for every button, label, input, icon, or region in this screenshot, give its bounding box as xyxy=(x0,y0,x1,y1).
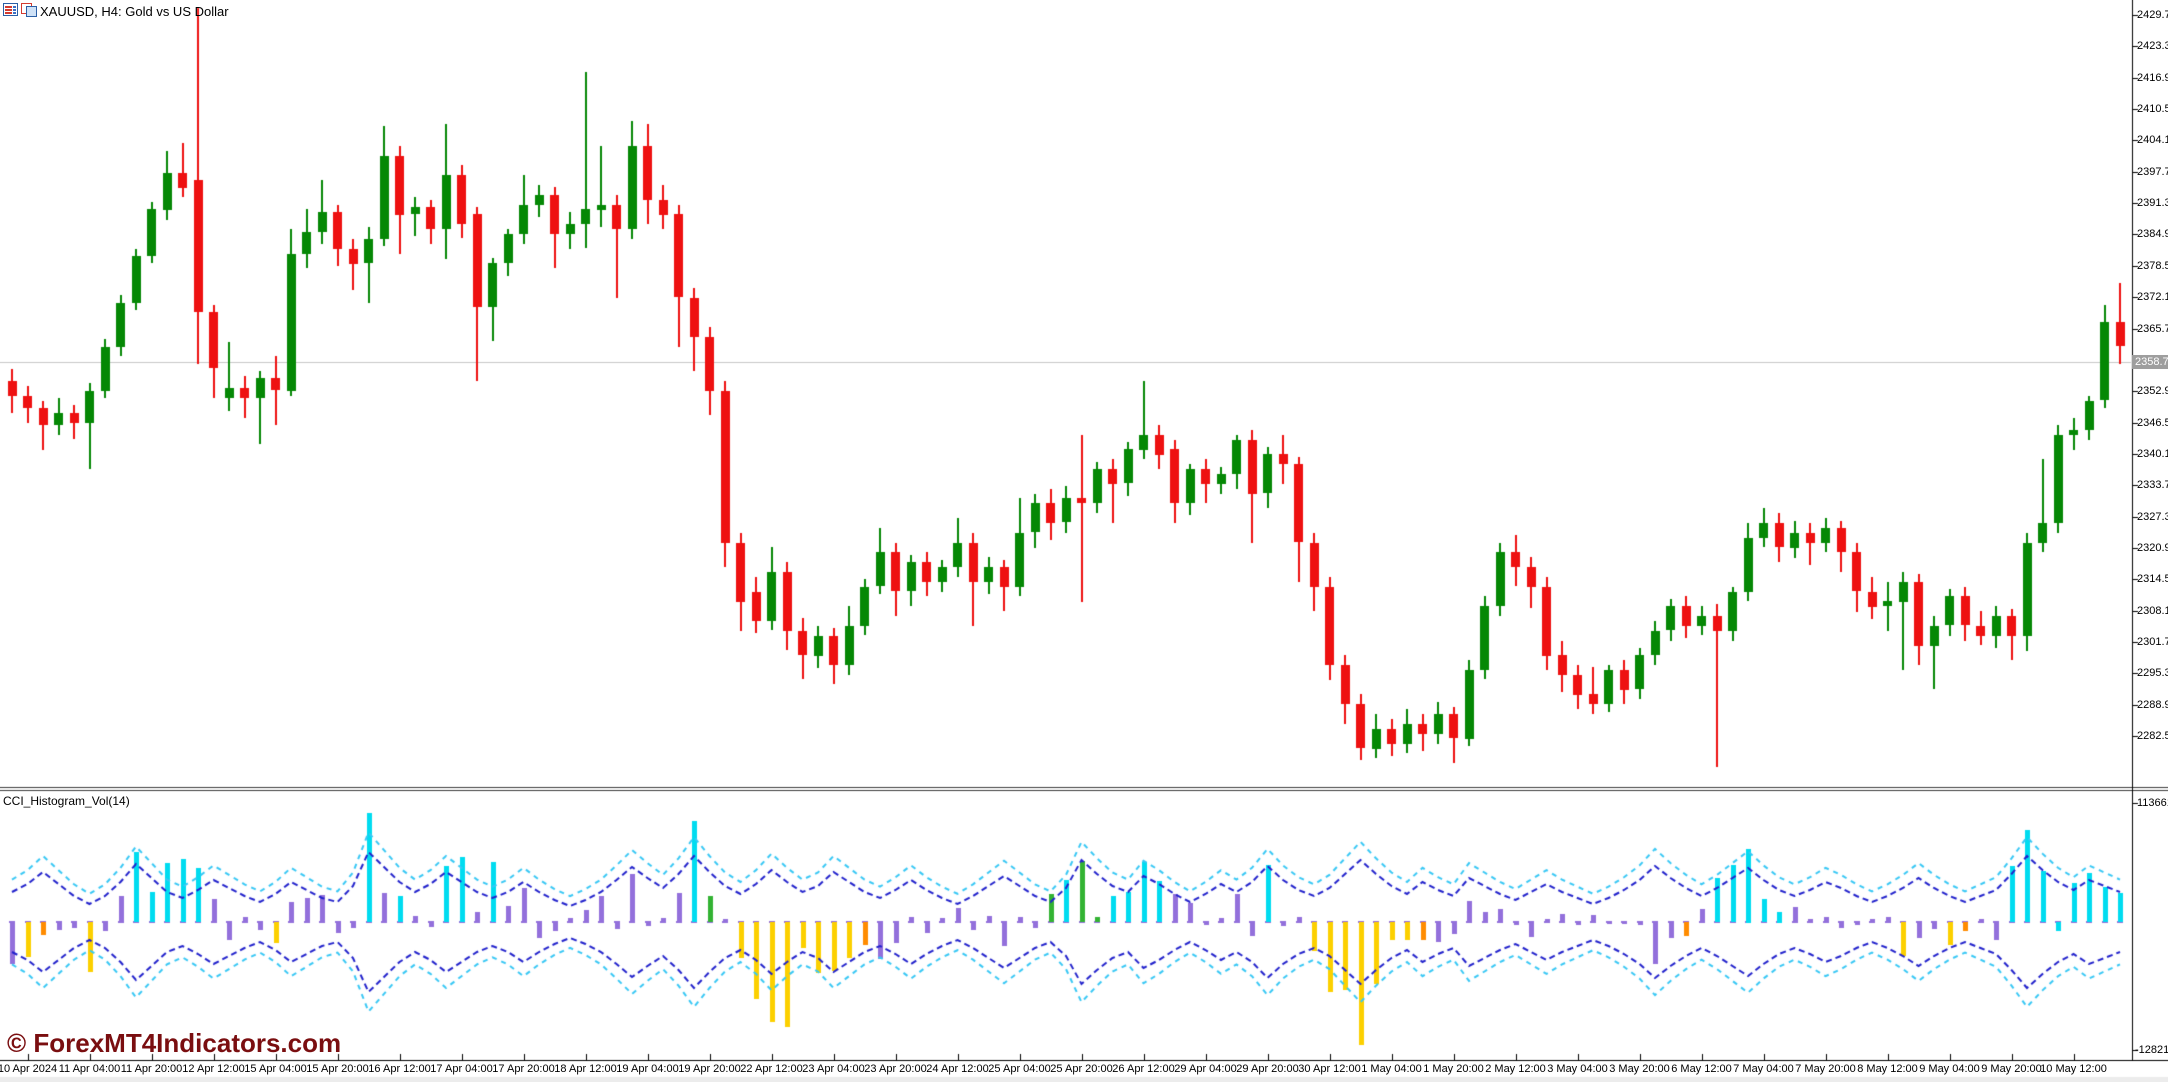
time-axis-label: 19 Apr 20:00 xyxy=(678,1063,741,1075)
time-axis-label: 3 May 04:00 xyxy=(1547,1063,1608,1075)
time-axis[interactable]: 10 Apr 2024 11 Apr 04:00 11 Apr 20:00 12 Ap… xyxy=(0,1061,2168,1082)
watermark-text: © ForexMT4Indicators.com xyxy=(7,1028,342,1058)
quotes-list-icon xyxy=(3,3,18,16)
time-axis-label: 6 May 12:00 xyxy=(1671,1063,1732,1075)
time-axis-label: 24 Apr 12:00 xyxy=(926,1063,989,1075)
price-axis-label: 2320.90 xyxy=(2137,541,2168,554)
time-axis-label: 26 Apr 12:00 xyxy=(1112,1063,1175,1075)
symbol-title: XAUUSD, H4: Gold vs US Dollar xyxy=(40,4,229,19)
price-axis-label: 2327.30 xyxy=(2137,510,2168,523)
time-axis-label: 1 May 20:00 xyxy=(1423,1063,1484,1075)
price-axis-label: 2301.70 xyxy=(2137,636,2168,648)
time-axis-label: 7 May 04:00 xyxy=(1733,1063,1794,1075)
price-axis-label: 2416.90 xyxy=(2137,71,2168,84)
time-axis-label: 17 Apr 04:00 xyxy=(430,1063,493,1075)
price-axis-label: 2397.70 xyxy=(2137,165,2168,178)
time-axis-label: 25 Apr 04:00 xyxy=(988,1063,1051,1075)
price-axis-label: 2378.50 xyxy=(2137,259,2168,272)
time-axis-label: 2 May 12:00 xyxy=(1485,1063,1546,1075)
price-axis-label: 2404.10 xyxy=(2137,134,2168,147)
price-axis-label: 2333.70 xyxy=(2137,479,2168,492)
time-axis-label: 16 Apr 12:00 xyxy=(368,1063,431,1075)
time-axis-label: 25 Apr 20:00 xyxy=(1050,1063,1113,1075)
time-axis-label: 15 Apr 04:00 xyxy=(244,1063,307,1075)
price-axis-label: 2346.50 xyxy=(2137,416,2168,429)
price-axis-label: 2308.10 xyxy=(2137,604,2168,617)
time-axis-label: 3 May 20:00 xyxy=(1609,1063,1670,1075)
time-axis-label: 11 Apr 20:00 xyxy=(120,1063,183,1075)
indicator-scale-top: 11366142 xyxy=(2137,796,2168,809)
price-axis-label: 2352.90 xyxy=(2137,385,2168,398)
time-axis-label: 29 Apr 04:00 xyxy=(1174,1063,1237,1075)
price-axis[interactable]: 2429.70 2423.30 2416.90 2410.50 2404.10 2397.… xyxy=(2133,0,2168,1060)
time-axis-label: 23 Apr 04:00 xyxy=(802,1063,865,1075)
price-axis-label: 2365.70 xyxy=(2137,322,2168,335)
time-axis-label: 12 Apr 12:00 xyxy=(182,1063,245,1075)
price-axis-label: 2384.90 xyxy=(2137,228,2168,241)
indicator-scale-bottom: -12821623 xyxy=(2135,1044,2168,1056)
time-axis-label: 10 May 12:00 xyxy=(2040,1063,2107,1075)
time-axis-label: 15 Apr 20:00 xyxy=(306,1063,369,1075)
time-axis-label: 22 Apr 12:00 xyxy=(740,1063,803,1075)
time-axis-label: 1 May 04:00 xyxy=(1361,1063,1422,1075)
chart-windows-icon xyxy=(21,3,37,17)
time-axis-label: 30 Apr 12:00 xyxy=(1298,1063,1361,1075)
price-axis-label: 2288.90 xyxy=(2137,698,2168,711)
time-axis-label: 29 Apr 20:00 xyxy=(1236,1063,1299,1075)
time-axis-label: 10 Apr 2024 xyxy=(0,1063,58,1075)
time-axis-label: 11 Apr 04:00 xyxy=(58,1063,121,1075)
price-axis-label: 2340.10 xyxy=(2137,447,2168,460)
price-axis-label: 2372.10 xyxy=(2137,291,2168,304)
time-axis-label: 19 Apr 04:00 xyxy=(616,1063,679,1075)
price-axis-label: 2423.30 xyxy=(2137,40,2168,53)
time-axis-label: 7 May 20:00 xyxy=(1795,1063,1856,1075)
price-axis-label: 2314.50 xyxy=(2137,573,2168,586)
price-axis-label: 2295.30 xyxy=(2137,667,2168,680)
time-axis-label: 23 Apr 20:00 xyxy=(864,1063,927,1075)
price-axis-label: 2410.50 xyxy=(2137,103,2168,116)
time-axis-label: 9 May 20:00 xyxy=(1981,1063,2042,1075)
price-axis-label: 2282.50 xyxy=(2137,730,2168,743)
time-axis-label: 9 May 04:00 xyxy=(1919,1063,1980,1075)
indicator-window-label: CCI_Histogram_Vol(14) xyxy=(3,794,130,808)
time-axis-label: 18 Apr 12:00 xyxy=(554,1063,617,1075)
time-axis-label: 8 May 12:00 xyxy=(1857,1063,1918,1075)
price-axis-label: 2391.30 xyxy=(2137,197,2168,210)
time-axis-label: 17 Apr 20:00 xyxy=(492,1063,555,1075)
price-axis-label: 2429.70 xyxy=(2137,9,2168,21)
current-price-tag: 2358.76 xyxy=(2132,355,2168,370)
